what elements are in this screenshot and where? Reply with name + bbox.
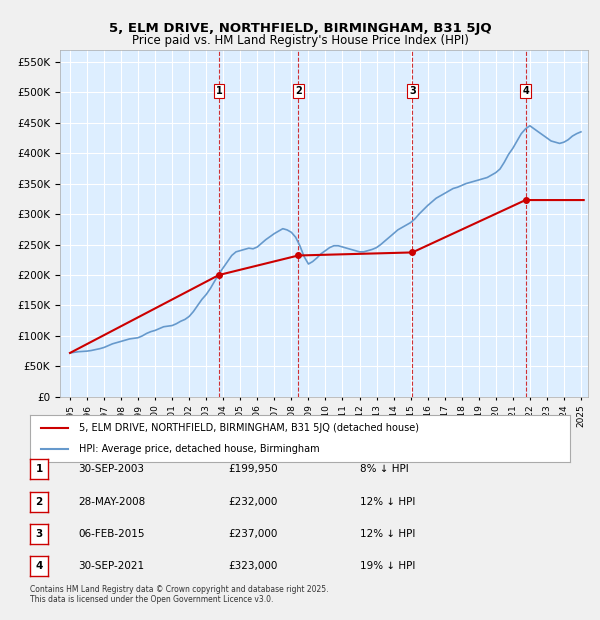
- Text: 19% ↓ HPI: 19% ↓ HPI: [360, 561, 415, 571]
- Text: 5, ELM DRIVE, NORTHFIELD, BIRMINGHAM, B31 5JQ: 5, ELM DRIVE, NORTHFIELD, BIRMINGHAM, B3…: [109, 22, 491, 35]
- Text: 12% ↓ HPI: 12% ↓ HPI: [360, 529, 415, 539]
- Text: £199,950: £199,950: [228, 464, 278, 474]
- Text: 2: 2: [35, 497, 43, 507]
- Text: Contains HM Land Registry data © Crown copyright and database right 2025.
This d: Contains HM Land Registry data © Crown c…: [30, 585, 329, 604]
- Text: £232,000: £232,000: [228, 497, 277, 507]
- Text: 1: 1: [35, 464, 43, 474]
- Text: 4: 4: [522, 86, 529, 96]
- Text: 30-SEP-2021: 30-SEP-2021: [78, 561, 144, 571]
- Text: 5, ELM DRIVE, NORTHFIELD, BIRMINGHAM, B31 5JQ (detached house): 5, ELM DRIVE, NORTHFIELD, BIRMINGHAM, B3…: [79, 423, 419, 433]
- Text: Price paid vs. HM Land Registry's House Price Index (HPI): Price paid vs. HM Land Registry's House …: [131, 34, 469, 47]
- Text: 3: 3: [409, 86, 416, 96]
- Text: 12% ↓ HPI: 12% ↓ HPI: [360, 497, 415, 507]
- Text: 28-MAY-2008: 28-MAY-2008: [78, 497, 145, 507]
- Text: 06-FEB-2015: 06-FEB-2015: [78, 529, 145, 539]
- Text: HPI: Average price, detached house, Birmingham: HPI: Average price, detached house, Birm…: [79, 444, 319, 454]
- Text: 30-SEP-2003: 30-SEP-2003: [78, 464, 144, 474]
- Text: £237,000: £237,000: [228, 529, 277, 539]
- Text: 3: 3: [35, 529, 43, 539]
- Text: 8% ↓ HPI: 8% ↓ HPI: [360, 464, 409, 474]
- Text: £323,000: £323,000: [228, 561, 277, 571]
- Text: 1: 1: [215, 86, 222, 96]
- Text: 2: 2: [295, 86, 302, 96]
- Text: 4: 4: [35, 561, 43, 571]
